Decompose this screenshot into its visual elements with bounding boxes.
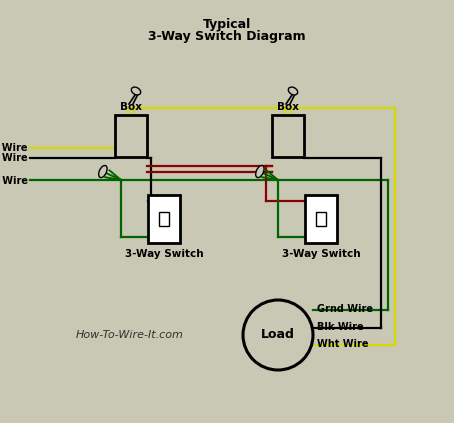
Ellipse shape (99, 165, 107, 178)
Bar (159, 212, 169, 226)
Ellipse shape (256, 165, 264, 178)
Bar (148, 195, 180, 243)
Text: How-To-Wire-It.com: How-To-Wire-It.com (76, 330, 184, 340)
Text: Load: Load (261, 329, 295, 341)
Ellipse shape (288, 87, 298, 95)
Text: 3-Way Switch Diagram: 3-Way Switch Diagram (148, 30, 306, 43)
Text: Blk Wire: Blk Wire (317, 322, 364, 332)
Text: 3-Way Switch: 3-Way Switch (281, 249, 360, 259)
Text: Grnd Wire: Grnd Wire (317, 304, 373, 314)
Circle shape (243, 300, 313, 370)
Text: Typical: Typical (203, 18, 251, 31)
Text: 3-Way Switch: 3-Way Switch (125, 249, 203, 259)
Text: Box: Box (277, 102, 299, 112)
Text: Grnd Wire: Grnd Wire (0, 176, 28, 186)
Bar (305, 195, 337, 243)
Text: Wht Wire: Wht Wire (317, 339, 369, 349)
Text: Wht Wire: Wht Wire (0, 143, 28, 153)
Text: Blk Wire: Blk Wire (0, 153, 28, 163)
Ellipse shape (131, 87, 141, 95)
Bar (115, 115, 147, 157)
Text: Box: Box (120, 102, 142, 112)
Bar (316, 212, 326, 226)
Bar (272, 115, 304, 157)
